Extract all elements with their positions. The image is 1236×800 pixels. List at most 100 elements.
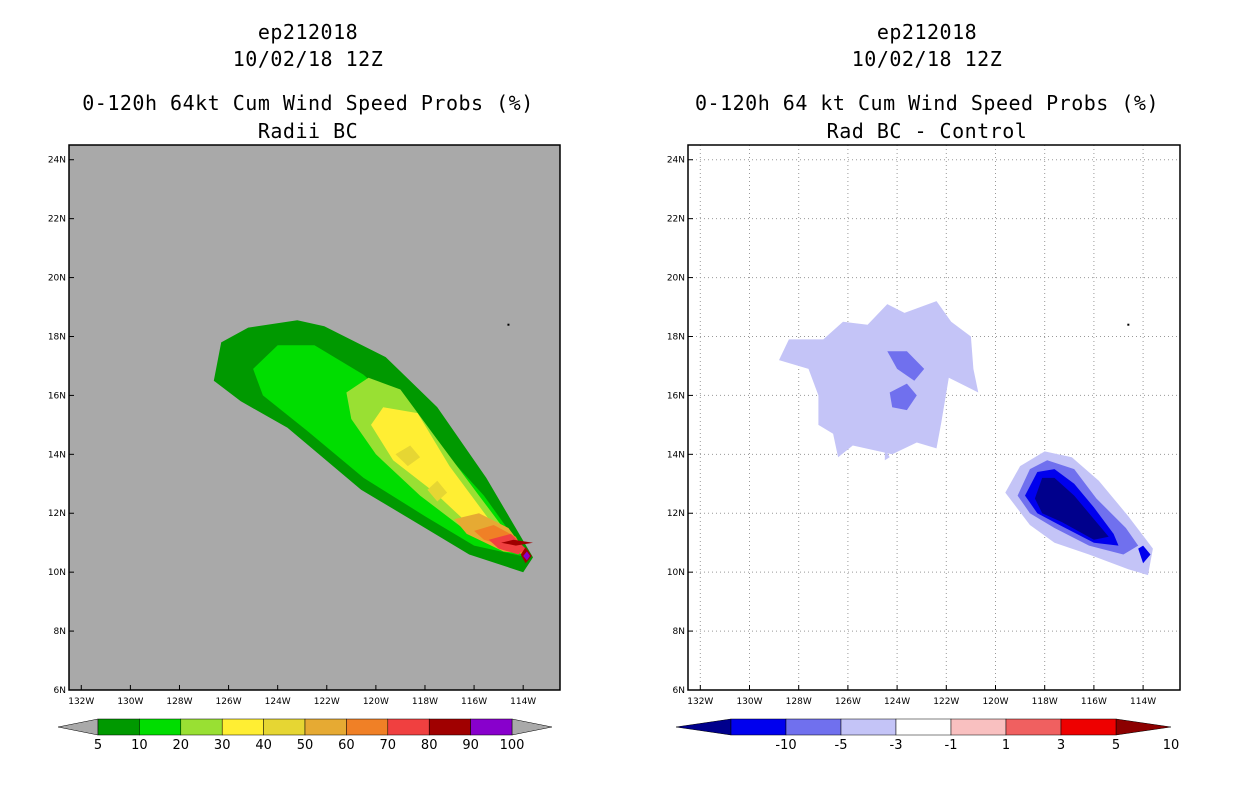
left-colorbar-swatch bbox=[221, 718, 264, 736]
right-lon-tick-label: 124W bbox=[884, 697, 910, 707]
left-colorbar-arrow-right bbox=[511, 718, 553, 736]
left-colorbar-label: 100 bbox=[500, 738, 525, 753]
right-lon-tick-label: 120W bbox=[982, 697, 1008, 707]
left-colorbar-label: 70 bbox=[380, 738, 397, 753]
left-colorbar-label: 20 bbox=[173, 738, 190, 753]
left-title-subtitle: Radii BC bbox=[257, 119, 359, 143]
left-colorbar-label: 50 bbox=[297, 738, 314, 753]
left-map-mark bbox=[507, 323, 510, 326]
left-lat-tick-label: 20N bbox=[48, 274, 66, 284]
left-lon-tick-label: 114W bbox=[510, 697, 536, 707]
right-contour-neg3 bbox=[889, 383, 917, 411]
right-lat-tick-label: 22N bbox=[667, 215, 685, 225]
right-colorbar-label: -1 bbox=[945, 738, 958, 753]
left-lat-tick-label: 22N bbox=[48, 215, 66, 225]
left-lon-tick-label: 128W bbox=[166, 697, 192, 707]
left-colorbar-swatch bbox=[180, 718, 223, 736]
left-lon-tick-label: 118W bbox=[412, 697, 438, 707]
right-map-panel: 132W 130W 128W 126W 124W 122W 120W 118W 116W 114W… bbox=[667, 144, 1181, 707]
left-colorbar-label: 30 bbox=[214, 738, 231, 753]
right-contour-neg3 bbox=[887, 351, 925, 381]
right-lon-tick-label: 114W bbox=[1130, 697, 1156, 707]
left-colorbar-label: 10 bbox=[131, 738, 148, 753]
left-contour-70 bbox=[488, 533, 526, 555]
left-colorbar-label: 60 bbox=[338, 738, 355, 753]
right-lon-tick-label: 118W bbox=[1032, 697, 1058, 707]
left-lat-tick-label: 10N bbox=[48, 568, 66, 578]
right-colorbar-label: -3 bbox=[890, 738, 903, 753]
right-lat-tick-label: 6N bbox=[673, 686, 685, 696]
left-title-storm: ep212018 bbox=[257, 20, 359, 44]
right-colorbar-label: 5 bbox=[1112, 738, 1120, 753]
left-colorbar: 5 10 20 30 40 50 60 70 80 90 100 bbox=[57, 718, 553, 753]
left-colorbar-swatch bbox=[304, 718, 347, 736]
right-title-storm: ep212018 bbox=[876, 20, 978, 44]
left-colorbar-swatch bbox=[139, 718, 182, 736]
left-lon-tick-label: 120W bbox=[363, 697, 389, 707]
right-colorbar-swatch bbox=[950, 718, 1007, 736]
right-lat-tick-label: 16N bbox=[667, 391, 685, 401]
left-title-date: 10/02/18 12Z bbox=[232, 47, 384, 71]
right-lat-tick-label: 14N bbox=[667, 450, 685, 460]
right-lon-tick-label: 126W bbox=[835, 697, 861, 707]
left-colorbar-swatch bbox=[387, 718, 430, 736]
left-lat-tick-label: 6N bbox=[54, 686, 66, 696]
left-colorbar-label: 40 bbox=[255, 738, 272, 753]
right-colorbar-arrow-left bbox=[675, 718, 732, 736]
right-contour-neg1 bbox=[779, 301, 979, 458]
left-title-product: 0-120h 64kt Cum Wind Speed Probs (%) bbox=[82, 91, 534, 115]
left-colorbar-label: 80 bbox=[421, 738, 438, 753]
right-colorbar-label: 3 bbox=[1057, 738, 1065, 753]
left-lat-tick-label: 24N bbox=[48, 156, 66, 166]
right-colorbar-swatch bbox=[840, 718, 897, 736]
right-lon-tick-label: 130W bbox=[736, 697, 762, 707]
right-lat-tick-label: 20N bbox=[667, 274, 685, 284]
right-title-product: 0-120h 64 kt Cum Wind Speed Probs (%) bbox=[694, 91, 1160, 115]
right-colorbar-label: 1 bbox=[1002, 738, 1010, 753]
left-colorbar-swatch bbox=[97, 718, 140, 736]
right-colorbar-swatch bbox=[785, 718, 842, 736]
left-colorbar-swatch bbox=[263, 718, 306, 736]
left-colorbar-swatch bbox=[470, 718, 513, 736]
right-title-date: 10/02/18 12Z bbox=[851, 47, 1003, 71]
right-lon-tick-label: 116W bbox=[1081, 697, 1107, 707]
right-contour-neg1 bbox=[884, 448, 890, 461]
left-colorbar-label: 90 bbox=[462, 738, 479, 753]
right-map-mark bbox=[1127, 323, 1130, 326]
left-lon-tick-label: 126W bbox=[216, 697, 242, 707]
right-lat-tick-label: 24N bbox=[667, 156, 685, 166]
left-colorbar-label: 5 bbox=[94, 738, 102, 753]
right-colorbar-swatch bbox=[895, 718, 952, 736]
right-colorbar-label: -10 bbox=[775, 738, 796, 753]
right-lon-tick-label: 132W bbox=[687, 697, 713, 707]
left-contour-40 bbox=[395, 445, 421, 467]
left-lon-tick-label: 130W bbox=[117, 697, 143, 707]
left-colorbar-swatch bbox=[428, 718, 471, 736]
right-contour-neg10 bbox=[1034, 477, 1109, 540]
right-colorbar-label: -5 bbox=[835, 738, 848, 753]
left-lat-tick-label: 16N bbox=[48, 391, 66, 401]
left-contour-40 bbox=[427, 480, 448, 502]
left-colorbar-arrow-left bbox=[57, 718, 99, 736]
right-title-subtitle: Rad BC - Control bbox=[826, 119, 1028, 143]
left-lat-tick-label: 18N bbox=[48, 332, 66, 342]
right-colorbar-arrow-right bbox=[1115, 718, 1172, 736]
left-contour-90 bbox=[523, 551, 530, 561]
right-lat-tick-label: 18N bbox=[667, 332, 685, 342]
left-lat-tick-label: 14N bbox=[48, 450, 66, 460]
right-lon-tick-label: 122W bbox=[933, 697, 959, 707]
right-lat-tick-label: 8N bbox=[673, 627, 685, 637]
right-map-border bbox=[687, 144, 1181, 691]
left-contour-80 bbox=[501, 539, 533, 546]
right-colorbar-label: 10 bbox=[1163, 738, 1180, 753]
left-map-border bbox=[68, 144, 561, 691]
right-colorbar-swatch bbox=[730, 718, 787, 736]
right-lon-tick-label: 128W bbox=[786, 697, 812, 707]
left-lon-tick-label: 122W bbox=[314, 697, 340, 707]
left-map-panel: 132W 130W 128W 126W 124W 122W 120W 118W 116W 114W… bbox=[48, 144, 561, 707]
left-lat-tick-label: 8N bbox=[54, 627, 66, 637]
left-lon-tick-label: 132W bbox=[68, 697, 94, 707]
left-colorbar-swatch bbox=[346, 718, 389, 736]
right-colorbar-swatch bbox=[1005, 718, 1062, 736]
